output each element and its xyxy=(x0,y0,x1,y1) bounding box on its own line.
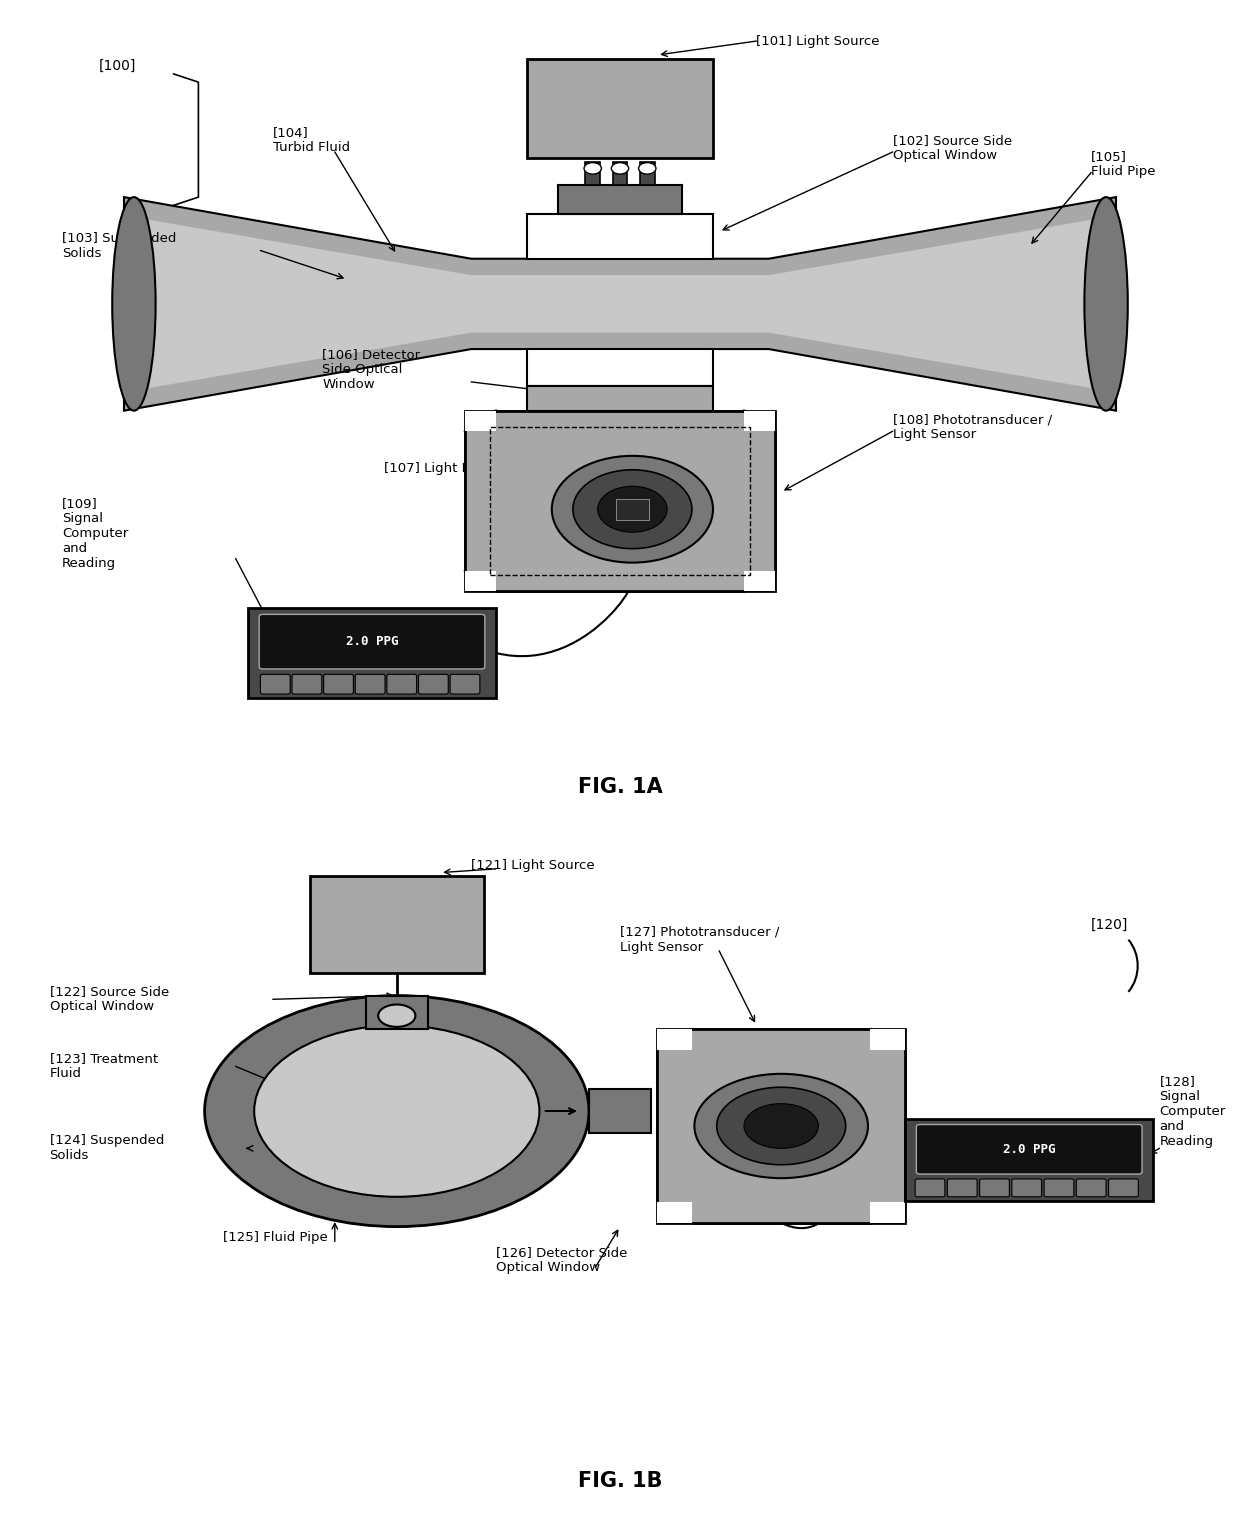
Bar xyxy=(527,386,713,411)
Text: [104]
Turbid Fluid: [104] Turbid Fluid xyxy=(273,126,350,154)
Text: 2.0 PPG: 2.0 PPG xyxy=(346,636,398,648)
Bar xyxy=(585,161,600,184)
Text: [124] Suspended
Solids: [124] Suspended Solids xyxy=(50,1135,164,1162)
FancyBboxPatch shape xyxy=(450,674,480,694)
Text: [102] Source Side
Optical Window: [102] Source Side Optical Window xyxy=(893,134,1012,161)
Circle shape xyxy=(598,487,667,532)
FancyBboxPatch shape xyxy=(324,674,353,694)
Circle shape xyxy=(552,456,713,563)
Bar xyxy=(366,996,428,1030)
Bar xyxy=(613,161,627,184)
Bar xyxy=(527,213,713,259)
Text: [128]
Signal
Computer
and
Reading: [128] Signal Computer and Reading xyxy=(1159,1075,1225,1147)
FancyBboxPatch shape xyxy=(947,1179,977,1197)
Circle shape xyxy=(694,1074,868,1179)
Bar xyxy=(616,499,649,520)
Circle shape xyxy=(378,1004,415,1027)
FancyBboxPatch shape xyxy=(1076,1179,1106,1197)
Text: [127] Phototransducer /
Light Sensor: [127] Phototransducer / Light Sensor xyxy=(620,926,780,954)
FancyBboxPatch shape xyxy=(916,1124,1142,1174)
Text: [109]
Signal
Computer
and
Reading: [109] Signal Computer and Reading xyxy=(62,497,128,570)
Bar xyxy=(465,411,496,430)
Polygon shape xyxy=(136,218,1104,389)
Bar xyxy=(558,186,682,213)
Bar xyxy=(657,1030,905,1223)
FancyBboxPatch shape xyxy=(293,674,322,694)
Circle shape xyxy=(254,1025,539,1197)
FancyBboxPatch shape xyxy=(1044,1179,1074,1197)
Bar xyxy=(640,161,655,184)
Text: [122] Source Side
Optical Window: [122] Source Side Optical Window xyxy=(50,986,169,1013)
Bar xyxy=(870,1030,905,1049)
Bar xyxy=(248,608,496,698)
Ellipse shape xyxy=(113,198,156,411)
Text: FIG. 1B: FIG. 1B xyxy=(578,1471,662,1491)
Bar xyxy=(310,876,484,973)
Bar xyxy=(490,427,750,575)
Text: [123] Treatment
Fluid: [123] Treatment Fluid xyxy=(50,1053,157,1080)
Bar xyxy=(905,1118,1153,1200)
Polygon shape xyxy=(124,198,1116,411)
Text: 2.0 PPG: 2.0 PPG xyxy=(1003,1142,1055,1156)
Circle shape xyxy=(584,163,601,173)
Bar xyxy=(657,1030,692,1049)
Circle shape xyxy=(639,163,656,173)
Bar xyxy=(465,570,496,592)
Text: [100]: [100] xyxy=(99,59,136,73)
Bar xyxy=(465,411,775,592)
Circle shape xyxy=(205,996,589,1226)
Text: [108] Phototransducer /
Light Sensor: [108] Phototransducer / Light Sensor xyxy=(893,414,1052,441)
Text: [103] Suspended
Solids: [103] Suspended Solids xyxy=(62,233,176,260)
FancyBboxPatch shape xyxy=(259,614,485,669)
Bar xyxy=(589,1089,651,1133)
Text: [101] Light Source: [101] Light Source xyxy=(756,35,880,47)
FancyBboxPatch shape xyxy=(915,1179,945,1197)
Text: [121] Light Source: [121] Light Source xyxy=(471,859,595,872)
FancyBboxPatch shape xyxy=(980,1179,1009,1197)
Text: [107] Light Filter: [107] Light Filter xyxy=(384,462,495,475)
Bar xyxy=(657,1202,692,1223)
Text: [105]
Fluid Pipe: [105] Fluid Pipe xyxy=(1091,151,1156,178)
Text: [120]: [120] xyxy=(1091,917,1128,932)
FancyBboxPatch shape xyxy=(387,674,417,694)
Bar xyxy=(744,411,775,430)
Ellipse shape xyxy=(1084,198,1128,411)
Circle shape xyxy=(611,163,629,173)
FancyBboxPatch shape xyxy=(1109,1179,1138,1197)
Circle shape xyxy=(717,1088,846,1165)
FancyBboxPatch shape xyxy=(260,674,290,694)
Text: [125] Fluid Pipe: [125] Fluid Pipe xyxy=(223,1232,327,1244)
Circle shape xyxy=(573,470,692,549)
Text: FIG. 1A: FIG. 1A xyxy=(578,777,662,797)
Bar xyxy=(527,59,713,158)
Bar xyxy=(870,1202,905,1223)
Circle shape xyxy=(744,1104,818,1148)
Text: [126] Detector Side
Optical Window: [126] Detector Side Optical Window xyxy=(496,1246,627,1275)
FancyBboxPatch shape xyxy=(356,674,386,694)
Text: [106] Detector
Side Optical
Window: [106] Detector Side Optical Window xyxy=(322,348,420,391)
Bar xyxy=(527,348,713,386)
Bar xyxy=(744,570,775,592)
FancyBboxPatch shape xyxy=(1012,1179,1042,1197)
FancyBboxPatch shape xyxy=(419,674,449,694)
